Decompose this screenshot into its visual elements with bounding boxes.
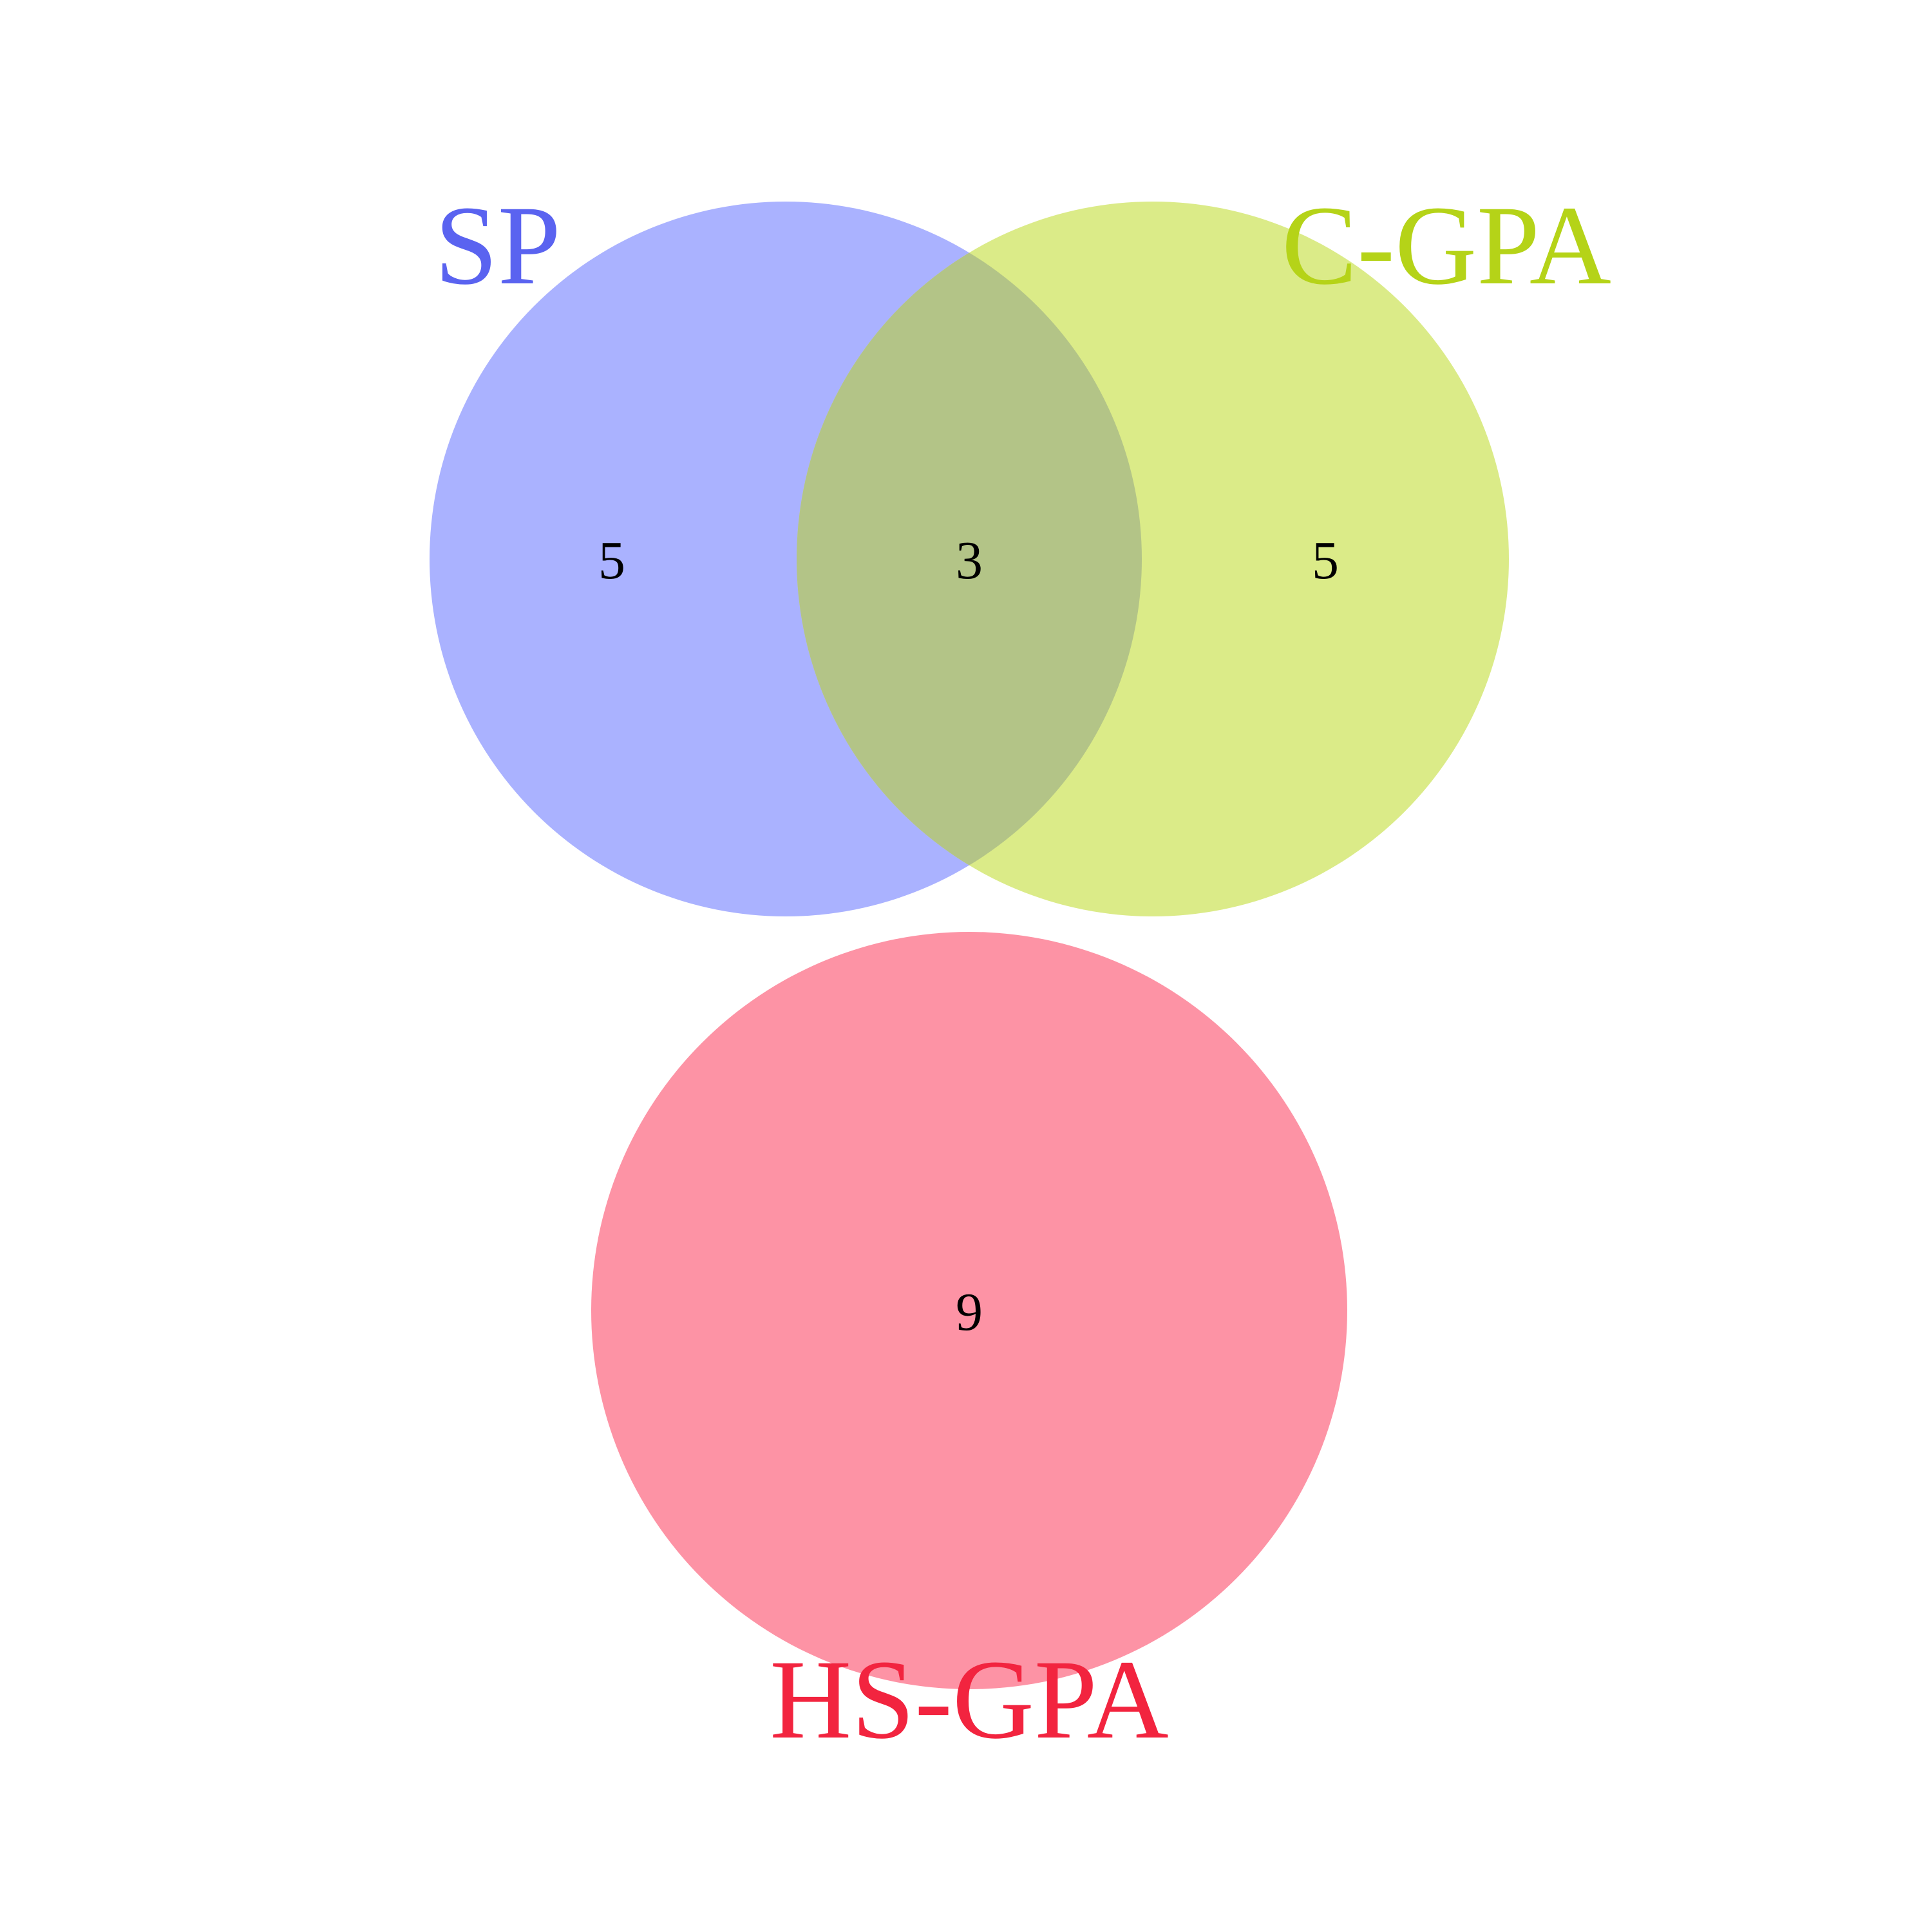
sp-cgpa-overlap-count: 3: [956, 531, 983, 591]
hsgpa-circle: [591, 932, 1347, 1689]
sp-cgpa-overlap: [797, 202, 1142, 916]
hsgpa-only-count: 9: [956, 1282, 983, 1342]
sp-only-count: 5: [598, 531, 625, 591]
hsgpa-set-label: HS-GPA: [770, 1637, 1169, 1763]
sp-set-label: SP: [435, 183, 561, 308]
cgpa-set-label: C-GPA: [1282, 183, 1611, 308]
cgpa-only-count: 5: [1312, 531, 1339, 591]
